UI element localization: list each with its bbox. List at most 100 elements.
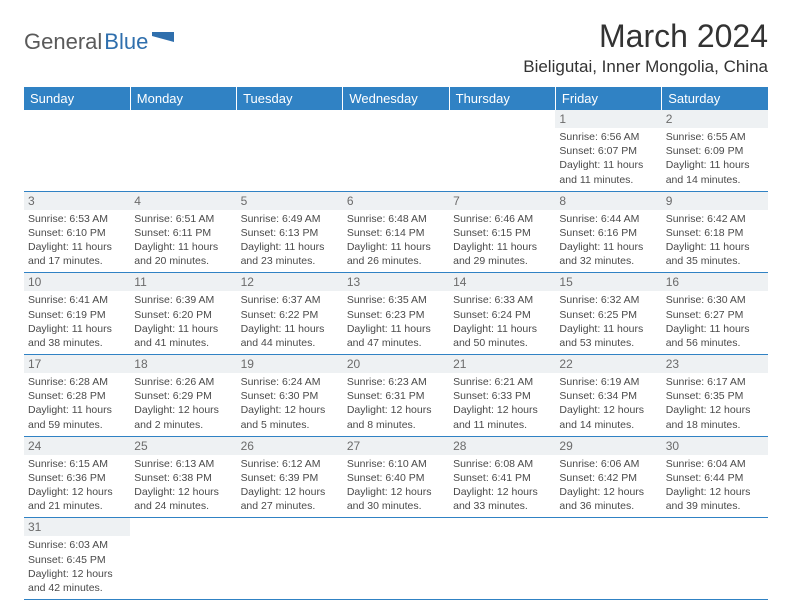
sunset-line: Sunset: 6:42 PM xyxy=(559,471,657,485)
day-content: Sunrise: 6:35 AMSunset: 6:23 PMDaylight:… xyxy=(343,291,449,354)
day-number: 21 xyxy=(449,355,555,373)
week-row: 17Sunrise: 6:28 AMSunset: 6:28 PMDayligh… xyxy=(24,355,768,437)
daylight-line: Daylight: 11 hours and 29 minutes. xyxy=(453,240,551,268)
daylight-line: Daylight: 11 hours and 23 minutes. xyxy=(241,240,339,268)
sunset-line: Sunset: 6:40 PM xyxy=(347,471,445,485)
sunset-line: Sunset: 6:07 PM xyxy=(559,144,657,158)
daylight-line: Daylight: 12 hours and 42 minutes. xyxy=(28,567,126,595)
sunrise-line: Sunrise: 6:55 AM xyxy=(666,130,764,144)
sunrise-line: Sunrise: 6:23 AM xyxy=(347,375,445,389)
sunset-line: Sunset: 6:27 PM xyxy=(666,308,764,322)
day-number: 28 xyxy=(449,437,555,455)
day-content: Sunrise: 6:08 AMSunset: 6:41 PMDaylight:… xyxy=(449,455,555,518)
sunset-line: Sunset: 6:11 PM xyxy=(134,226,232,240)
sunrise-line: Sunrise: 6:48 AM xyxy=(347,212,445,226)
day-content: Sunrise: 6:55 AMSunset: 6:09 PMDaylight:… xyxy=(662,128,768,191)
day-cell xyxy=(130,110,236,191)
sunrise-line: Sunrise: 6:19 AM xyxy=(559,375,657,389)
day-content: Sunrise: 6:06 AMSunset: 6:42 PMDaylight:… xyxy=(555,455,661,518)
sunset-line: Sunset: 6:23 PM xyxy=(347,308,445,322)
day-number: 19 xyxy=(237,355,343,373)
day-cell xyxy=(449,518,555,600)
day-content: Sunrise: 6:28 AMSunset: 6:28 PMDaylight:… xyxy=(24,373,130,436)
day-number: 2 xyxy=(662,110,768,128)
sunset-line: Sunset: 6:39 PM xyxy=(241,471,339,485)
daylight-line: Daylight: 11 hours and 56 minutes. xyxy=(666,322,764,350)
logo-text-general: General xyxy=(24,29,102,55)
sunrise-line: Sunrise: 6:13 AM xyxy=(134,457,232,471)
day-content: Sunrise: 6:53 AMSunset: 6:10 PMDaylight:… xyxy=(24,210,130,273)
day-number: 17 xyxy=(24,355,130,373)
day-number: 4 xyxy=(130,192,236,210)
week-row: 1Sunrise: 6:56 AMSunset: 6:07 PMDaylight… xyxy=(24,110,768,191)
day-content: Sunrise: 6:24 AMSunset: 6:30 PMDaylight:… xyxy=(237,373,343,436)
sunset-line: Sunset: 6:19 PM xyxy=(28,308,126,322)
day-cell: 2Sunrise: 6:55 AMSunset: 6:09 PMDaylight… xyxy=(662,110,768,191)
day-cell xyxy=(449,110,555,191)
day-number: 8 xyxy=(555,192,661,210)
sunrise-line: Sunrise: 6:28 AM xyxy=(28,375,126,389)
sunset-line: Sunset: 6:45 PM xyxy=(28,553,126,567)
day-number: 25 xyxy=(130,437,236,455)
day-cell: 8Sunrise: 6:44 AMSunset: 6:16 PMDaylight… xyxy=(555,191,661,273)
sunrise-line: Sunrise: 6:33 AM xyxy=(453,293,551,307)
day-content: Sunrise: 6:33 AMSunset: 6:24 PMDaylight:… xyxy=(449,291,555,354)
calendar-table: Sunday Monday Tuesday Wednesday Thursday… xyxy=(24,87,768,600)
day-content: Sunrise: 6:46 AMSunset: 6:15 PMDaylight:… xyxy=(449,210,555,273)
daylight-line: Daylight: 11 hours and 44 minutes. xyxy=(241,322,339,350)
day-content: Sunrise: 6:44 AMSunset: 6:16 PMDaylight:… xyxy=(555,210,661,273)
daylight-line: Daylight: 12 hours and 39 minutes. xyxy=(666,485,764,513)
day-cell xyxy=(237,518,343,600)
sunrise-line: Sunrise: 6:49 AM xyxy=(241,212,339,226)
day-number: 1 xyxy=(555,110,661,128)
month-title: March 2024 xyxy=(523,18,768,55)
daylight-line: Daylight: 12 hours and 5 minutes. xyxy=(241,403,339,431)
daylight-line: Daylight: 12 hours and 36 minutes. xyxy=(559,485,657,513)
sunrise-line: Sunrise: 6:17 AM xyxy=(666,375,764,389)
day-cell: 17Sunrise: 6:28 AMSunset: 6:28 PMDayligh… xyxy=(24,355,130,437)
week-row: 24Sunrise: 6:15 AMSunset: 6:36 PMDayligh… xyxy=(24,436,768,518)
day-number: 11 xyxy=(130,273,236,291)
daylight-line: Daylight: 11 hours and 32 minutes. xyxy=(559,240,657,268)
day-number: 22 xyxy=(555,355,661,373)
day-content: Sunrise: 6:32 AMSunset: 6:25 PMDaylight:… xyxy=(555,291,661,354)
day-cell: 11Sunrise: 6:39 AMSunset: 6:20 PMDayligh… xyxy=(130,273,236,355)
day-number: 7 xyxy=(449,192,555,210)
header: GeneralBlue March 2024 Bieligutai, Inner… xyxy=(24,18,768,81)
day-number: 20 xyxy=(343,355,449,373)
sunset-line: Sunset: 6:10 PM xyxy=(28,226,126,240)
day-content: Sunrise: 6:03 AMSunset: 6:45 PMDaylight:… xyxy=(24,536,130,599)
sunrise-line: Sunrise: 6:04 AM xyxy=(666,457,764,471)
day-content: Sunrise: 6:42 AMSunset: 6:18 PMDaylight:… xyxy=(662,210,768,273)
day-cell: 30 Sunrise: 6:04 AMSunset: 6:44 PMDayligh… xyxy=(662,436,768,518)
day-number: 29 xyxy=(555,437,661,455)
day-number: 10 xyxy=(24,273,130,291)
sunset-line: Sunset: 6:44 PM xyxy=(666,471,764,485)
day-cell xyxy=(555,518,661,600)
day-content: Sunrise: 6:13 AMSunset: 6:38 PMDaylight:… xyxy=(130,455,236,518)
daylight-line: Daylight: 11 hours and 59 minutes. xyxy=(28,403,126,431)
logo: GeneralBlue xyxy=(24,18,174,56)
sunrise-line: Sunrise: 6:24 AM xyxy=(241,375,339,389)
location-text: Bieligutai, Inner Mongolia, China xyxy=(523,57,768,77)
day-cell: 22Sunrise: 6:19 AMSunset: 6:34 PMDayligh… xyxy=(555,355,661,437)
daylight-line: Daylight: 12 hours and 33 minutes. xyxy=(453,485,551,513)
sunrise-line: Sunrise: 6:41 AM xyxy=(28,293,126,307)
day-content: Sunrise: 6:17 AMSunset: 6:35 PMDaylight:… xyxy=(662,373,768,436)
day-content: Sunrise: 6:48 AMSunset: 6:14 PMDaylight:… xyxy=(343,210,449,273)
sunset-line: Sunset: 6:13 PM xyxy=(241,226,339,240)
day-number: 24 xyxy=(24,437,130,455)
day-content: Sunrise: 6:21 AMSunset: 6:33 PMDaylight:… xyxy=(449,373,555,436)
daylight-line: Daylight: 12 hours and 11 minutes. xyxy=(453,403,551,431)
daylight-line: Daylight: 12 hours and 14 minutes. xyxy=(559,403,657,431)
sunset-line: Sunset: 6:22 PM xyxy=(241,308,339,322)
day-cell: 9Sunrise: 6:42 AMSunset: 6:18 PMDaylight… xyxy=(662,191,768,273)
sunrise-line: Sunrise: 6:46 AM xyxy=(453,212,551,226)
day-cell: 13Sunrise: 6:35 AMSunset: 6:23 PMDayligh… xyxy=(343,273,449,355)
day-cell xyxy=(24,110,130,191)
day-content: Sunrise: 6:26 AMSunset: 6:29 PMDaylight:… xyxy=(130,373,236,436)
day-number: 30 xyxy=(662,437,768,455)
day-header: Sunday xyxy=(24,87,130,110)
sunset-line: Sunset: 6:25 PM xyxy=(559,308,657,322)
day-number: 18 xyxy=(130,355,236,373)
